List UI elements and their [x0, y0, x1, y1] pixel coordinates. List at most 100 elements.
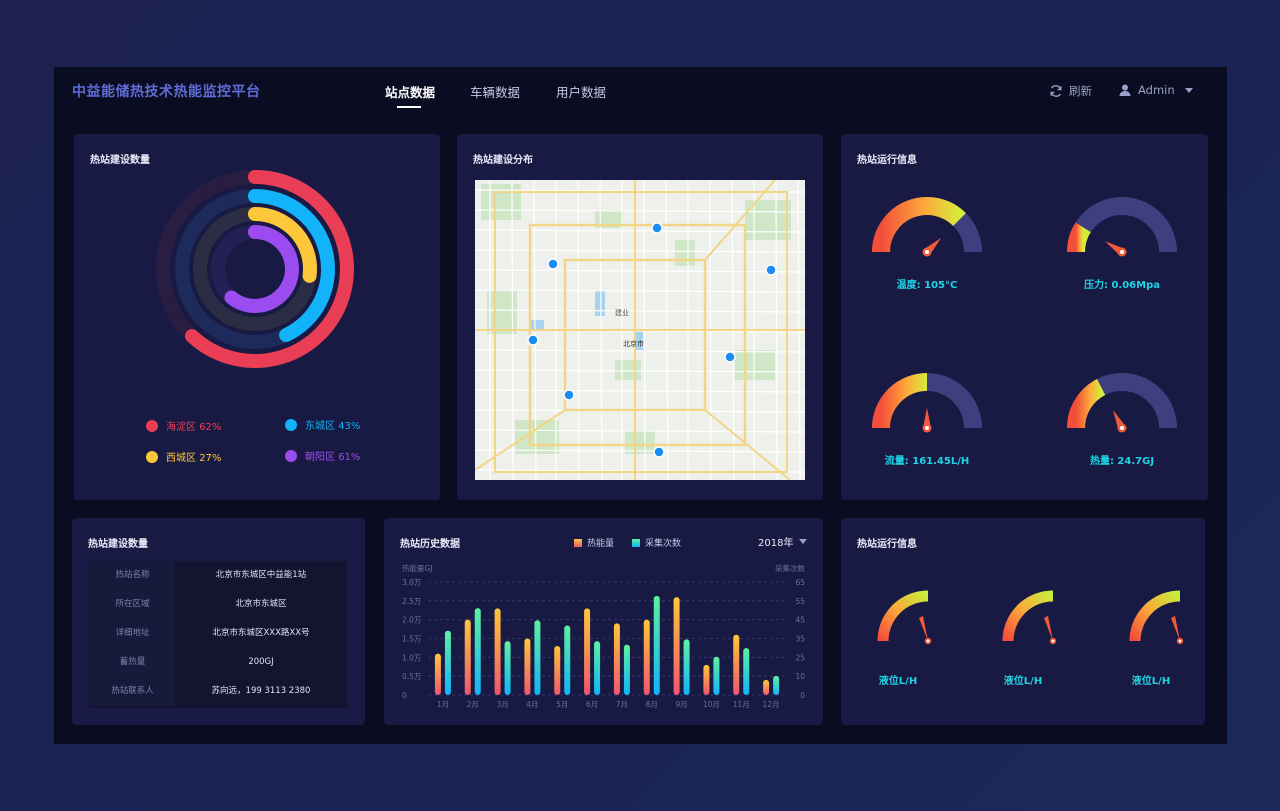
level-gauge-arc — [1002, 590, 1054, 642]
gauge-hub-center — [925, 426, 929, 430]
level-gauge-needle — [1044, 616, 1053, 641]
main-road — [704, 180, 776, 261]
y2-tick-label: 55 — [795, 597, 805, 606]
park-area — [675, 240, 695, 266]
bar-count — [474, 608, 481, 695]
x-tick-label: 9月 — [675, 700, 687, 709]
park-area — [515, 420, 559, 454]
user-menu[interactable]: Admin — [1118, 83, 1193, 97]
donut-arc-3 — [248, 207, 317, 283]
tab-vehicle-data[interactable]: 车辆数据 — [470, 85, 521, 100]
y-tick-label: 3.0万 — [402, 578, 422, 587]
legend-dot — [285, 418, 297, 431]
y2-axis-title: 采集次数 — [775, 563, 805, 573]
district-label: 建业 — [615, 308, 629, 317]
station-info-table: 热站名称 北京市东城区中益能1站 所在区域 北京市东城区 详细地址 北京市东城区… — [90, 561, 347, 708]
bar-heat — [673, 597, 680, 695]
gauge-label-pressure: 压力: 0.06Mpa — [1083, 280, 1161, 291]
panel-title: 热站建设分布 — [473, 155, 533, 166]
legend-item-dongcheng: 东城区 43% — [285, 417, 360, 432]
bar-heat — [554, 646, 561, 695]
table-row: 详细地址 北京市东城区XXX路XX号 — [90, 619, 347, 648]
gauge-hub-center — [1120, 250, 1124, 254]
legend-dot — [146, 450, 158, 463]
legend-label: 西城区 27% — [166, 453, 222, 464]
legend-item-xicheng: 西城区 27% — [146, 449, 221, 464]
bar-heat — [613, 623, 620, 695]
tab-station-data[interactable]: 站点数据 — [385, 82, 435, 108]
level-label: 液位L/H — [878, 676, 918, 687]
x-tick-label: 7月 — [616, 700, 628, 709]
main-road — [475, 409, 566, 471]
year-select[interactable]: 2018年 — [758, 534, 808, 549]
x-tick-label: 8月 — [646, 700, 658, 709]
station-marker[interactable] — [724, 351, 736, 363]
user-icon — [1119, 84, 1131, 96]
table-row: 所在区域 北京市东城区 — [90, 590, 347, 619]
y2-tick-label: 35 — [795, 635, 805, 644]
station-marker[interactable] — [527, 334, 539, 346]
lake — [530, 320, 544, 330]
park-area — [625, 430, 655, 454]
row-key: 详细地址 — [90, 619, 175, 648]
header: 中益能储热技术热能监控平台 站点数据 车辆数据 用户数据 刷新 Admin — [54, 67, 1227, 115]
level-label: 液位L/H — [1131, 676, 1171, 687]
legend-label: 热能量 — [587, 539, 615, 549]
station-info-panel: 热站建设数量 热站名称 北京市东城区中益能1站 所在区域 北京市东城区 详细地址… — [72, 518, 365, 725]
y-tick-label: 0 — [402, 691, 407, 700]
station-marker[interactable] — [653, 446, 665, 458]
station-marker[interactable] — [765, 264, 777, 276]
row-value: 北京市东城区中益能1站 — [215, 570, 307, 580]
year-value: 2018年 — [758, 538, 794, 549]
bar-count — [444, 630, 451, 695]
tab-user-data[interactable]: 用户数据 — [556, 85, 607, 100]
gauge-label-temperature: 温度: 105°C — [896, 280, 958, 291]
y2-tick-label: 0 — [800, 691, 805, 700]
gauge-fill-flow — [872, 373, 928, 429]
bar-count — [564, 625, 571, 695]
legend-heat: 热能量 — [574, 536, 614, 549]
level-gauge-arc — [1129, 590, 1181, 642]
refresh-button[interactable]: 刷新 — [1049, 83, 1092, 99]
bar-heat — [733, 634, 740, 695]
x-tick-label: 4月 — [526, 700, 538, 709]
refresh-label: 刷新 — [1069, 84, 1092, 98]
station-marker[interactable] — [651, 222, 663, 234]
bar-count — [623, 644, 630, 695]
park-area — [595, 210, 623, 228]
chevron-down-icon — [799, 539, 808, 544]
gauge-grid — [872, 197, 1177, 433]
bar-count — [773, 675, 780, 695]
bar-count — [743, 648, 750, 695]
level-gauges — [877, 590, 1184, 645]
level-label: 液位L/H — [1003, 676, 1043, 687]
user-name: Admin — [1138, 83, 1175, 97]
row-value: 北京市东城区XXX路XX号 — [212, 628, 310, 638]
row-key: 热站联系人 — [90, 677, 175, 706]
history-bar-chart: 热能量GJ 采集次数 0 0 0.5万 10 1.0万 25 1.5万 35 2.0万 45 2.5万 5… — [402, 563, 805, 709]
legend-swatch — [574, 538, 582, 547]
x-tick-label: 2月 — [467, 700, 479, 709]
park-area — [735, 350, 775, 380]
bar-count — [653, 595, 660, 695]
y2-tick-label: 65 — [795, 578, 805, 587]
level-gauge-hub-center — [926, 639, 930, 643]
row-key: 所在区域 — [90, 590, 175, 619]
station-marker[interactable] — [547, 258, 559, 270]
level-gauge-hub-center — [1051, 639, 1055, 643]
app-title: 中益能储热技术热能监控平台 — [72, 84, 261, 100]
bar-heat — [524, 638, 531, 695]
bar-count — [594, 641, 601, 695]
bar-count — [534, 620, 541, 695]
x-tick-label: 1月 — [437, 700, 449, 709]
station-map-panel: 热站建设分布 建业 — [457, 134, 823, 500]
lake — [595, 290, 605, 316]
station-marker[interactable] — [563, 389, 575, 401]
bar-heat — [763, 679, 770, 695]
y2-tick-label: 10 — [795, 672, 805, 681]
bar-heat — [703, 664, 710, 695]
park-area — [615, 360, 641, 380]
table-row: 热站联系人 苏向远，199 3113 2380 — [90, 677, 347, 706]
station-map[interactable]: 建业 北京市 — [475, 180, 805, 480]
legend-label: 朝阳区 61% — [305, 452, 361, 463]
